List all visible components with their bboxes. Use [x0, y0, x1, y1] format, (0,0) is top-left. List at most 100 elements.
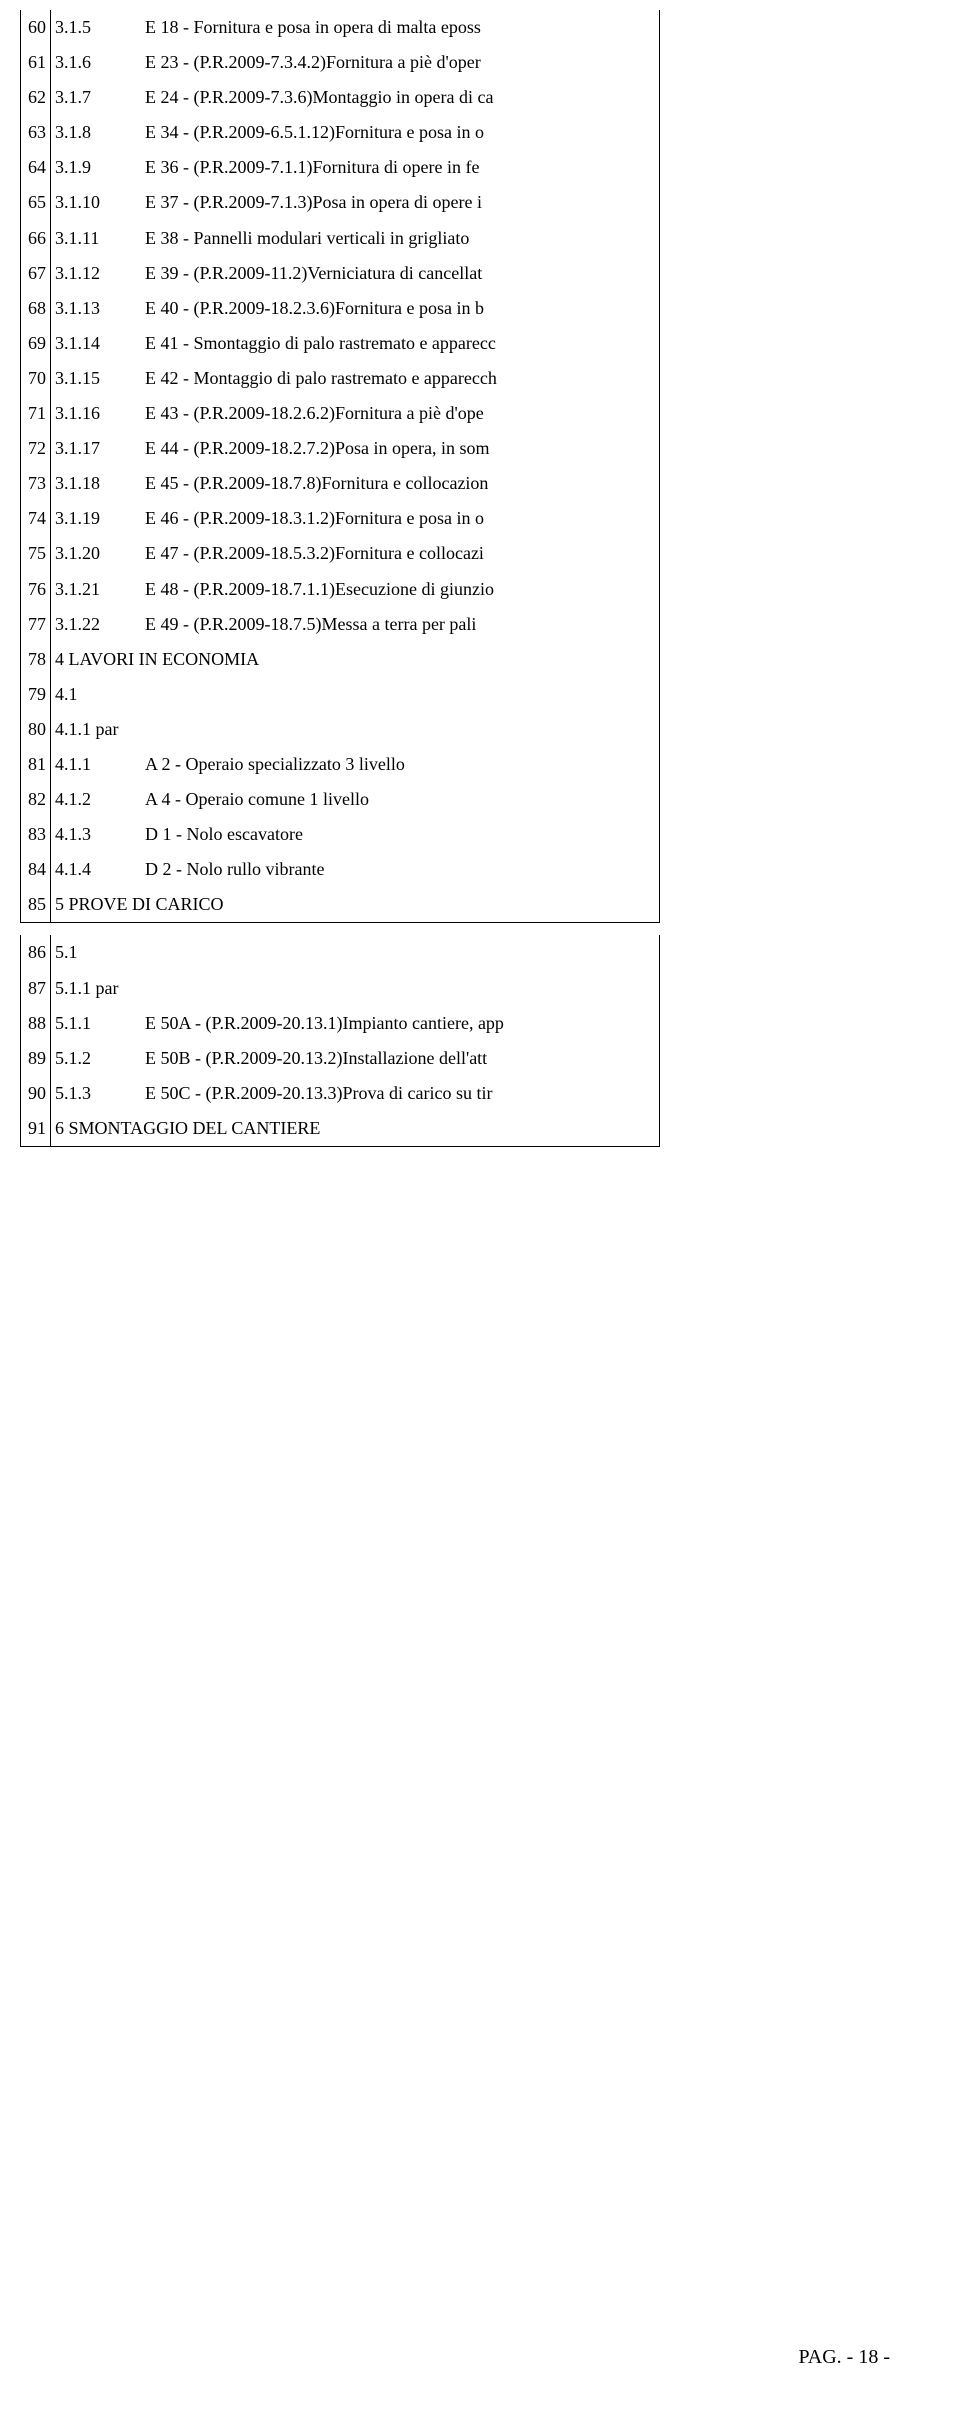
- row-code: 4.1.2: [51, 782, 141, 817]
- row-number: 85: [21, 887, 51, 922]
- row-description: E 44 - (P.R.2009-18.2.7.2)Posa in opera,…: [141, 431, 659, 466]
- table-row: 794.1: [21, 677, 659, 712]
- row-code: 3.1.9: [51, 150, 141, 185]
- row-code: 4.1.3: [51, 817, 141, 852]
- row-description: E 49 - (P.R.2009-18.7.5)Messa a terra pe…: [141, 607, 659, 642]
- row-description: E 38 - Pannelli modulari verticali in gr…: [141, 221, 659, 256]
- row-number: 72: [21, 431, 51, 466]
- row-description: E 37 - (P.R.2009-7.1.3)Posa in opera di …: [141, 185, 659, 220]
- table-row: 865.1: [21, 935, 659, 970]
- page-number: PAG. - 18 -: [799, 2346, 891, 2369]
- table-row: 905.1.3E 50C - (P.R.2009-20.13.3)Prova d…: [21, 1076, 659, 1111]
- row-code: 3.1.22: [51, 607, 141, 642]
- table-row: 683.1.13E 40 - (P.R.2009-18.2.3.6)Fornit…: [21, 291, 659, 326]
- row-number: 82: [21, 782, 51, 817]
- table-row: 733.1.18E 45 - (P.R.2009-18.7.8)Fornitur…: [21, 466, 659, 501]
- row-number: 61: [21, 45, 51, 80]
- row-code: 3.1.18: [51, 466, 141, 501]
- table-row: 773.1.22E 49 - (P.R.2009-18.7.5)Messa a …: [21, 607, 659, 642]
- row-code: 3.1.21: [51, 572, 141, 607]
- row-code: 3.1.6: [51, 45, 141, 80]
- row-code: 5.1.3: [51, 1076, 141, 1111]
- row-code: 3.1.5: [51, 10, 141, 45]
- row-code: 5.1.1 par: [51, 971, 659, 1006]
- row-code: 5.1: [51, 935, 659, 970]
- row-description: A 4 - Operaio comune 1 livello: [141, 782, 659, 817]
- row-number: 90: [21, 1076, 51, 1111]
- row-description: E 24 - (P.R.2009-7.3.6)Montaggio in oper…: [141, 80, 659, 115]
- row-number: 63: [21, 115, 51, 150]
- table-row: 653.1.10E 37 - (P.R.2009-7.1.3)Posa in o…: [21, 185, 659, 220]
- table-row: 824.1.2A 4 - Operaio comune 1 livello: [21, 782, 659, 817]
- row-description: E 46 - (P.R.2009-18.3.1.2)Fornitura e po…: [141, 501, 659, 536]
- table-row: 743.1.19E 46 - (P.R.2009-18.3.1.2)Fornit…: [21, 501, 659, 536]
- index-table-upper: 603.1.5E 18 - Fornitura e posa in opera …: [20, 10, 660, 923]
- table-row: 814.1.1A 2 - Operaio specializzato 3 liv…: [21, 747, 659, 782]
- row-code: 3.1.7: [51, 80, 141, 115]
- table-row: 713.1.16E 43 - (P.R.2009-18.2.6.2)Fornit…: [21, 396, 659, 431]
- row-number: 91: [21, 1111, 51, 1146]
- row-description: E 40 - (P.R.2009-18.2.3.6)Fornitura e po…: [141, 291, 659, 326]
- table-row: 633.1.8E 34 - (P.R.2009-6.5.1.12)Fornitu…: [21, 115, 659, 150]
- row-number: 71: [21, 396, 51, 431]
- row-number: 75: [21, 536, 51, 571]
- row-number: 74: [21, 501, 51, 536]
- table-row: 673.1.12E 39 - (P.R.2009-11.2)Verniciatu…: [21, 256, 659, 291]
- row-code: 4.1.4: [51, 852, 141, 887]
- row-code: 3.1.17: [51, 431, 141, 466]
- row-number: 73: [21, 466, 51, 501]
- row-number: 84: [21, 852, 51, 887]
- row-code: 3.1.8: [51, 115, 141, 150]
- row-number: 81: [21, 747, 51, 782]
- table-row: 916 SMONTAGGIO DEL CANTIERE: [21, 1111, 659, 1146]
- row-number: 88: [21, 1006, 51, 1041]
- table-row: 844.1.4D 2 - Nolo rullo vibrante: [21, 852, 659, 887]
- row-code: 4.1: [51, 677, 659, 712]
- row-description: A 2 - Operaio specializzato 3 livello: [141, 747, 659, 782]
- row-code: 3.1.19: [51, 501, 141, 536]
- table-row: 834.1.3D 1 - Nolo escavatore: [21, 817, 659, 852]
- table-row: 613.1.6E 23 - (P.R.2009-7.3.4.2)Fornitur…: [21, 45, 659, 80]
- row-description: E 43 - (P.R.2009-18.2.6.2)Fornitura a pi…: [141, 396, 659, 431]
- row-description: E 34 - (P.R.2009-6.5.1.12)Fornitura e po…: [141, 115, 659, 150]
- row-number: 86: [21, 935, 51, 970]
- index-table-lower: 865.1875.1.1 par885.1.1E 50A - (P.R.2009…: [20, 935, 660, 1147]
- row-number: 66: [21, 221, 51, 256]
- row-number: 67: [21, 256, 51, 291]
- row-description: D 2 - Nolo rullo vibrante: [141, 852, 659, 887]
- row-code: 4 LAVORI IN ECONOMIA: [51, 642, 659, 677]
- table-row: 855 PROVE DI CARICO: [21, 887, 659, 922]
- row-description: E 18 - Fornitura e posa in opera di malt…: [141, 10, 659, 45]
- row-number: 62: [21, 80, 51, 115]
- row-code: 5.1.1: [51, 1006, 141, 1041]
- row-description: E 50C - (P.R.2009-20.13.3)Prova di caric…: [141, 1076, 659, 1111]
- row-code: 3.1.13: [51, 291, 141, 326]
- row-number: 83: [21, 817, 51, 852]
- row-description: D 1 - Nolo escavatore: [141, 817, 659, 852]
- row-number: 80: [21, 712, 51, 747]
- row-description: E 41 - Smontaggio di palo rastremato e a…: [141, 326, 659, 361]
- table-row: 603.1.5E 18 - Fornitura e posa in opera …: [21, 10, 659, 45]
- row-number: 89: [21, 1041, 51, 1076]
- table-row: 643.1.9E 36 - (P.R.2009-7.1.1)Fornitura …: [21, 150, 659, 185]
- row-number: 70: [21, 361, 51, 396]
- table-row: 895.1.2E 50B - (P.R.2009-20.13.2)Install…: [21, 1041, 659, 1076]
- row-number: 65: [21, 185, 51, 220]
- row-description: E 36 - (P.R.2009-7.1.1)Fornitura di oper…: [141, 150, 659, 185]
- table-row: 723.1.17E 44 - (P.R.2009-18.2.7.2)Posa i…: [21, 431, 659, 466]
- table-row: 784 LAVORI IN ECONOMIA: [21, 642, 659, 677]
- row-number: 64: [21, 150, 51, 185]
- row-description: E 48 - (P.R.2009-18.7.1.1)Esecuzione di …: [141, 572, 659, 607]
- row-code: 5.1.2: [51, 1041, 141, 1076]
- row-code: 6 SMONTAGGIO DEL CANTIERE: [51, 1111, 659, 1146]
- row-code: 3.1.11: [51, 221, 141, 256]
- row-number: 78: [21, 642, 51, 677]
- row-code: 5 PROVE DI CARICO: [51, 887, 659, 922]
- table-row: 623.1.7E 24 - (P.R.2009-7.3.6)Montaggio …: [21, 80, 659, 115]
- row-number: 68: [21, 291, 51, 326]
- row-code: 3.1.20: [51, 536, 141, 571]
- row-code: 4.1.1 par: [51, 712, 659, 747]
- row-code: 3.1.12: [51, 256, 141, 291]
- row-number: 87: [21, 971, 51, 1006]
- table-row: 703.1.15E 42 - Montaggio di palo rastrem…: [21, 361, 659, 396]
